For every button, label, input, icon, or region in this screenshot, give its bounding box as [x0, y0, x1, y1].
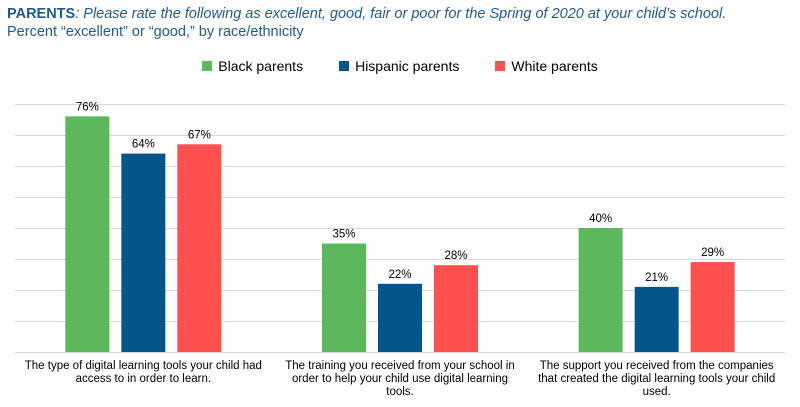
chart-subtitle: Percent “excellent” or “good,” by race/e…: [7, 24, 304, 40]
data-label: 40%: [589, 213, 612, 225]
legend-item-white: White parents: [495, 58, 598, 74]
data-label: 64%: [132, 139, 155, 151]
data-label: 28%: [444, 250, 467, 262]
x-tick-label: used.: [643, 386, 671, 398]
bar: [322, 243, 366, 352]
bar: [690, 262, 735, 352]
bar: [177, 144, 222, 352]
bar: [634, 286, 679, 352]
legend-item-hispanic: Hispanic parents: [339, 58, 459, 74]
legend-label-hispanic: Hispanic parents: [355, 58, 460, 74]
legend-label-white: White parents: [511, 58, 598, 74]
legend: Black parents Hispanic parents White par…: [0, 58, 800, 74]
bar: [378, 283, 422, 352]
data-label: 21%: [645, 272, 668, 284]
x-tick-label: access to in order to learn.: [76, 373, 212, 385]
data-label: 76%: [76, 101, 99, 113]
bar: [578, 228, 623, 352]
data-label: 35%: [332, 229, 355, 241]
legend-swatch-black: [202, 61, 213, 71]
data-label: 67%: [188, 129, 211, 141]
legend-swatch-hispanic: [339, 61, 350, 71]
title-bold: PARENTS: [7, 6, 76, 22]
data-label: 29%: [701, 247, 724, 259]
x-tick-label: The support you received from the compan…: [540, 360, 774, 372]
bar: [434, 265, 478, 352]
bar: [121, 153, 166, 352]
legend-label-black: Black parents: [218, 58, 304, 74]
legend-swatch-white: [495, 61, 506, 71]
x-tick-label: tools.: [386, 386, 414, 398]
data-label: 22%: [388, 269, 411, 281]
x-tick-label: order to help your child use digital lea…: [292, 373, 508, 385]
x-tick-label: The type of digital learning tools your …: [25, 360, 262, 372]
x-tick-label: The training you received from your scho…: [285, 360, 514, 372]
legend-item-black: Black parents: [202, 58, 303, 74]
bar: [65, 116, 110, 353]
chart-title-block: PARENTS: Please rate the following as ex…: [7, 5, 793, 41]
chart-title: PARENTS: Please rate the following as ex…: [7, 5, 793, 23]
title-question: : Please rate the following as excellent…: [75, 6, 727, 22]
x-tick-label: that created the digital learning tools …: [538, 373, 775, 385]
